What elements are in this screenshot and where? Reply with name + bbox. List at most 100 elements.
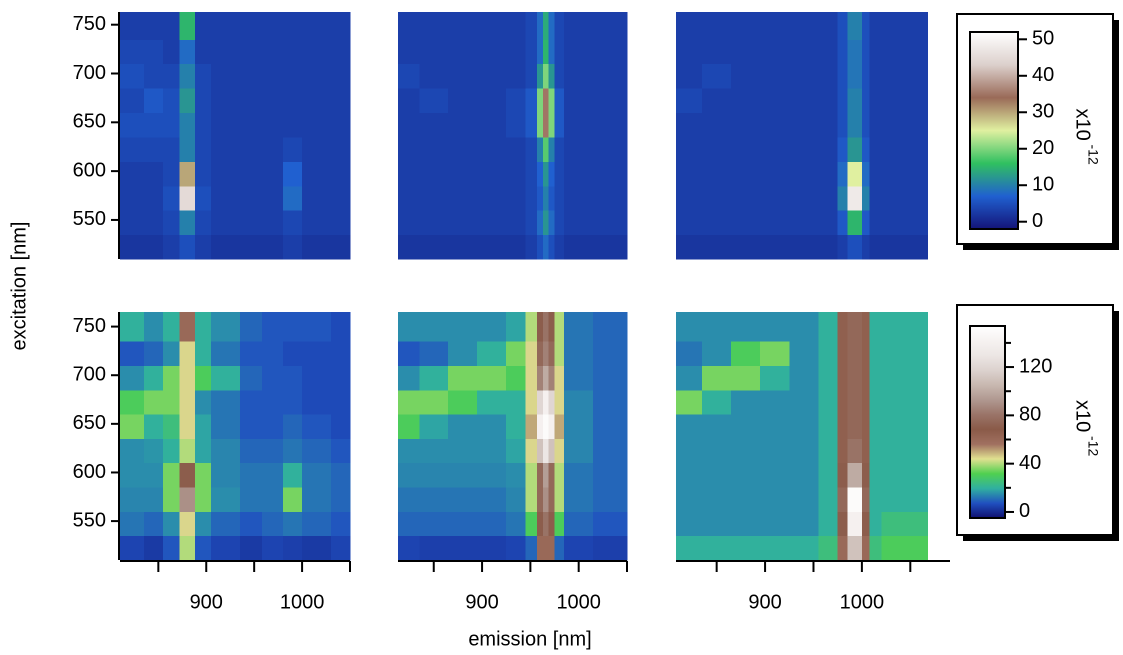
heat-cell [789,438,819,464]
heat-cell [506,112,527,138]
x-tick-label: 900 [190,591,223,613]
heat-cell [282,210,303,236]
heat-cell [905,161,929,187]
heat-cell [818,12,839,40]
heat-cell [261,341,284,366]
heat-cell [194,511,212,537]
heat-cell [398,312,420,342]
heat-cell [163,462,180,488]
heat-cell [398,511,420,537]
heat-cell [593,12,614,40]
heat-cell [542,185,550,211]
heat-cell [419,438,449,464]
heat-cell [855,210,863,236]
heat-cell [847,511,856,537]
heat-cell [330,161,351,187]
heat-cell [855,63,863,89]
heat-cell [702,414,732,439]
heat-cell [419,414,449,439]
heat-cell [477,112,507,138]
heat-cell [542,63,550,89]
heat-cell [676,88,703,114]
heat-cell [239,210,263,236]
heat-cell [542,161,550,187]
heat-cell [881,136,906,162]
heat-cell [448,12,478,40]
heat-cell [731,462,761,488]
heat-cell [731,438,761,464]
heat-cell [537,535,544,561]
heat-cell [548,365,556,391]
heat-cell [855,341,863,366]
heat-cell [302,185,332,211]
y-tick-label: 750 [73,13,106,35]
heat-cell [120,185,145,211]
heat-cell [448,136,478,162]
heat-cell [837,136,848,162]
heat-cell [542,365,550,391]
heat-cell [789,39,819,65]
heat-cell [506,414,527,439]
heat-cell [869,462,882,488]
heat-cell [881,535,906,561]
colorbar-tick-label: 50 [1032,28,1054,50]
heat-cell [525,341,538,366]
heat-cell [554,535,565,561]
heat-cell [847,210,856,236]
heat-cell [179,312,196,342]
heat-cell [211,136,241,162]
heat-cell [506,63,527,89]
heat-cell [419,487,449,512]
colorbar [969,325,1006,519]
heat-cell [789,487,819,512]
heat-cell [702,39,732,65]
heat-cell [837,12,848,40]
heat-cell [881,39,906,65]
heat-cell [554,210,565,236]
heat-cell [239,112,263,138]
heat-cell [302,12,332,40]
heat-cell [593,511,614,537]
heat-cell [847,312,856,342]
heat-cell [731,535,761,561]
heat-cell [525,511,538,537]
heat-cell [302,341,332,366]
heat-cell [143,511,164,537]
heat-cell [564,389,594,415]
x-tick-label: 1000 [280,591,325,613]
heat-cell [143,12,164,40]
heat-cell [302,88,332,114]
heat-cell [194,312,212,342]
heat-cell [731,88,761,114]
heat-cell [477,535,507,561]
heat-cell [593,462,614,488]
heat-cell [194,39,212,65]
heat-cell [676,39,703,65]
heat-cell [506,210,527,236]
heat-cell [211,312,241,342]
heat-cell [855,462,863,488]
heat-cell [163,487,180,512]
heat-cell [163,365,180,391]
heat-cell [564,210,594,236]
heat-cell [302,112,332,138]
y-tick-label: 750 [73,315,106,337]
heat-cell [564,535,594,561]
heat-cell [542,12,550,40]
heat-cell [120,39,145,65]
x-tick-label: 900 [748,591,781,613]
heat-cell [282,185,303,211]
heat-cell [398,210,420,236]
heat-cell [548,161,556,187]
heat-cell [760,63,790,89]
heat-cell [789,112,819,138]
heat-cell [448,365,478,391]
heat-cell [120,63,145,89]
heat-cell [537,487,544,512]
heat-cell [847,39,856,65]
heat-cell [537,511,544,537]
colorbar-unit-label: x10 [1072,109,1094,141]
heat-cell [163,185,180,211]
heat-cell [676,161,703,187]
heat-cell [477,511,507,537]
